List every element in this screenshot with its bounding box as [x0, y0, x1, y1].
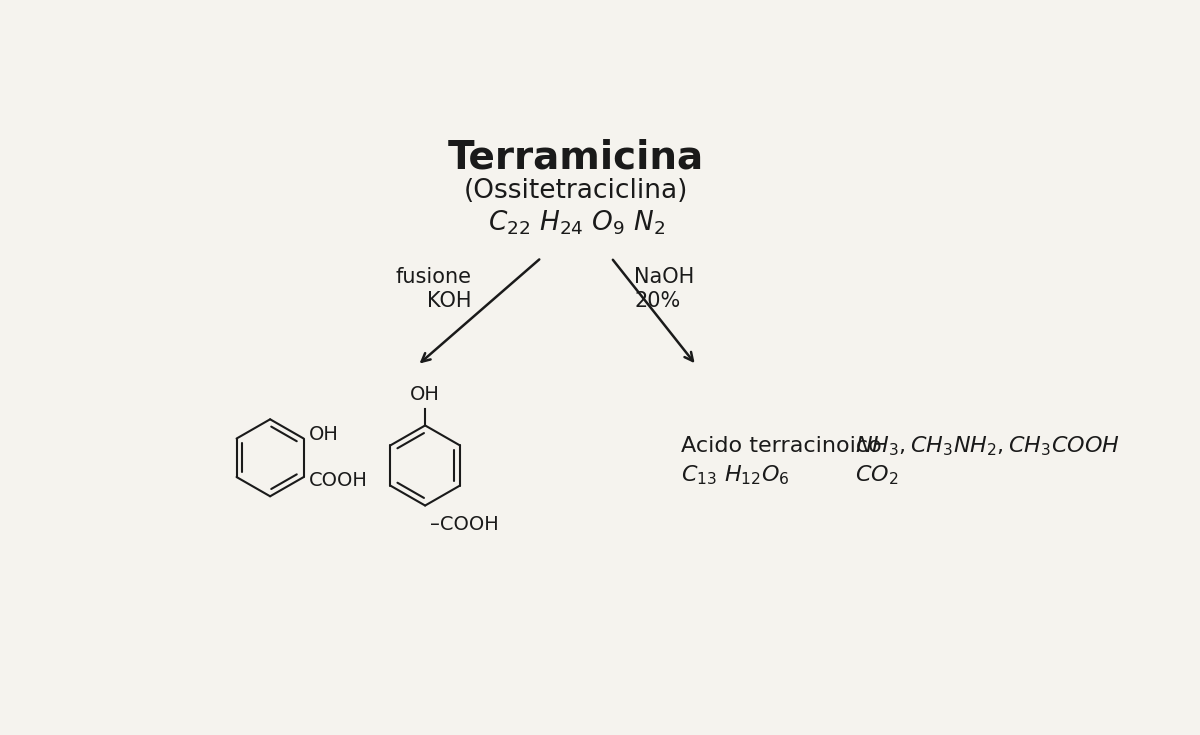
- Text: 20%: 20%: [635, 292, 680, 312]
- Text: $C_{22}\ H_{24}\ O_9\ N_2$: $C_{22}\ H_{24}\ O_9\ N_2$: [487, 209, 665, 237]
- Text: OH: OH: [310, 426, 338, 444]
- Text: $CO_2$: $CO_2$: [856, 464, 899, 487]
- Text: Acido terracinoico: Acido terracinoico: [680, 437, 882, 456]
- Text: KOH: KOH: [427, 292, 472, 312]
- Text: (Ossitetraciclina): (Ossitetraciclina): [464, 178, 689, 204]
- Text: NaOH: NaOH: [635, 267, 695, 287]
- Text: fusione: fusione: [396, 267, 472, 287]
- Text: Terramicina: Terramicina: [448, 138, 704, 176]
- Text: $NH_3, CH_3NH_2, CH_3COOH$: $NH_3, CH_3NH_2, CH_3COOH$: [856, 434, 1120, 458]
- Text: $C_{13}\ H_{12}O_{6}$: $C_{13}\ H_{12}O_{6}$: [680, 464, 790, 487]
- Text: COOH: COOH: [310, 471, 368, 490]
- Text: OH: OH: [410, 385, 440, 404]
- Text: –COOH: –COOH: [430, 514, 498, 534]
